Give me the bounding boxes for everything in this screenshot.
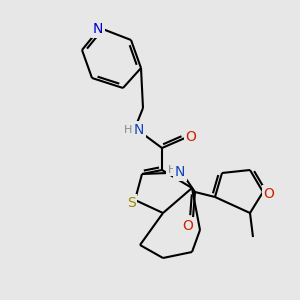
- Text: N: N: [175, 165, 185, 179]
- Text: N: N: [134, 123, 144, 137]
- Text: S: S: [127, 196, 135, 210]
- Text: O: O: [264, 187, 274, 201]
- Text: N: N: [93, 22, 103, 36]
- Text: O: O: [183, 219, 194, 233]
- Text: H: H: [124, 125, 132, 135]
- Text: H: H: [168, 165, 176, 175]
- Text: O: O: [186, 130, 196, 144]
